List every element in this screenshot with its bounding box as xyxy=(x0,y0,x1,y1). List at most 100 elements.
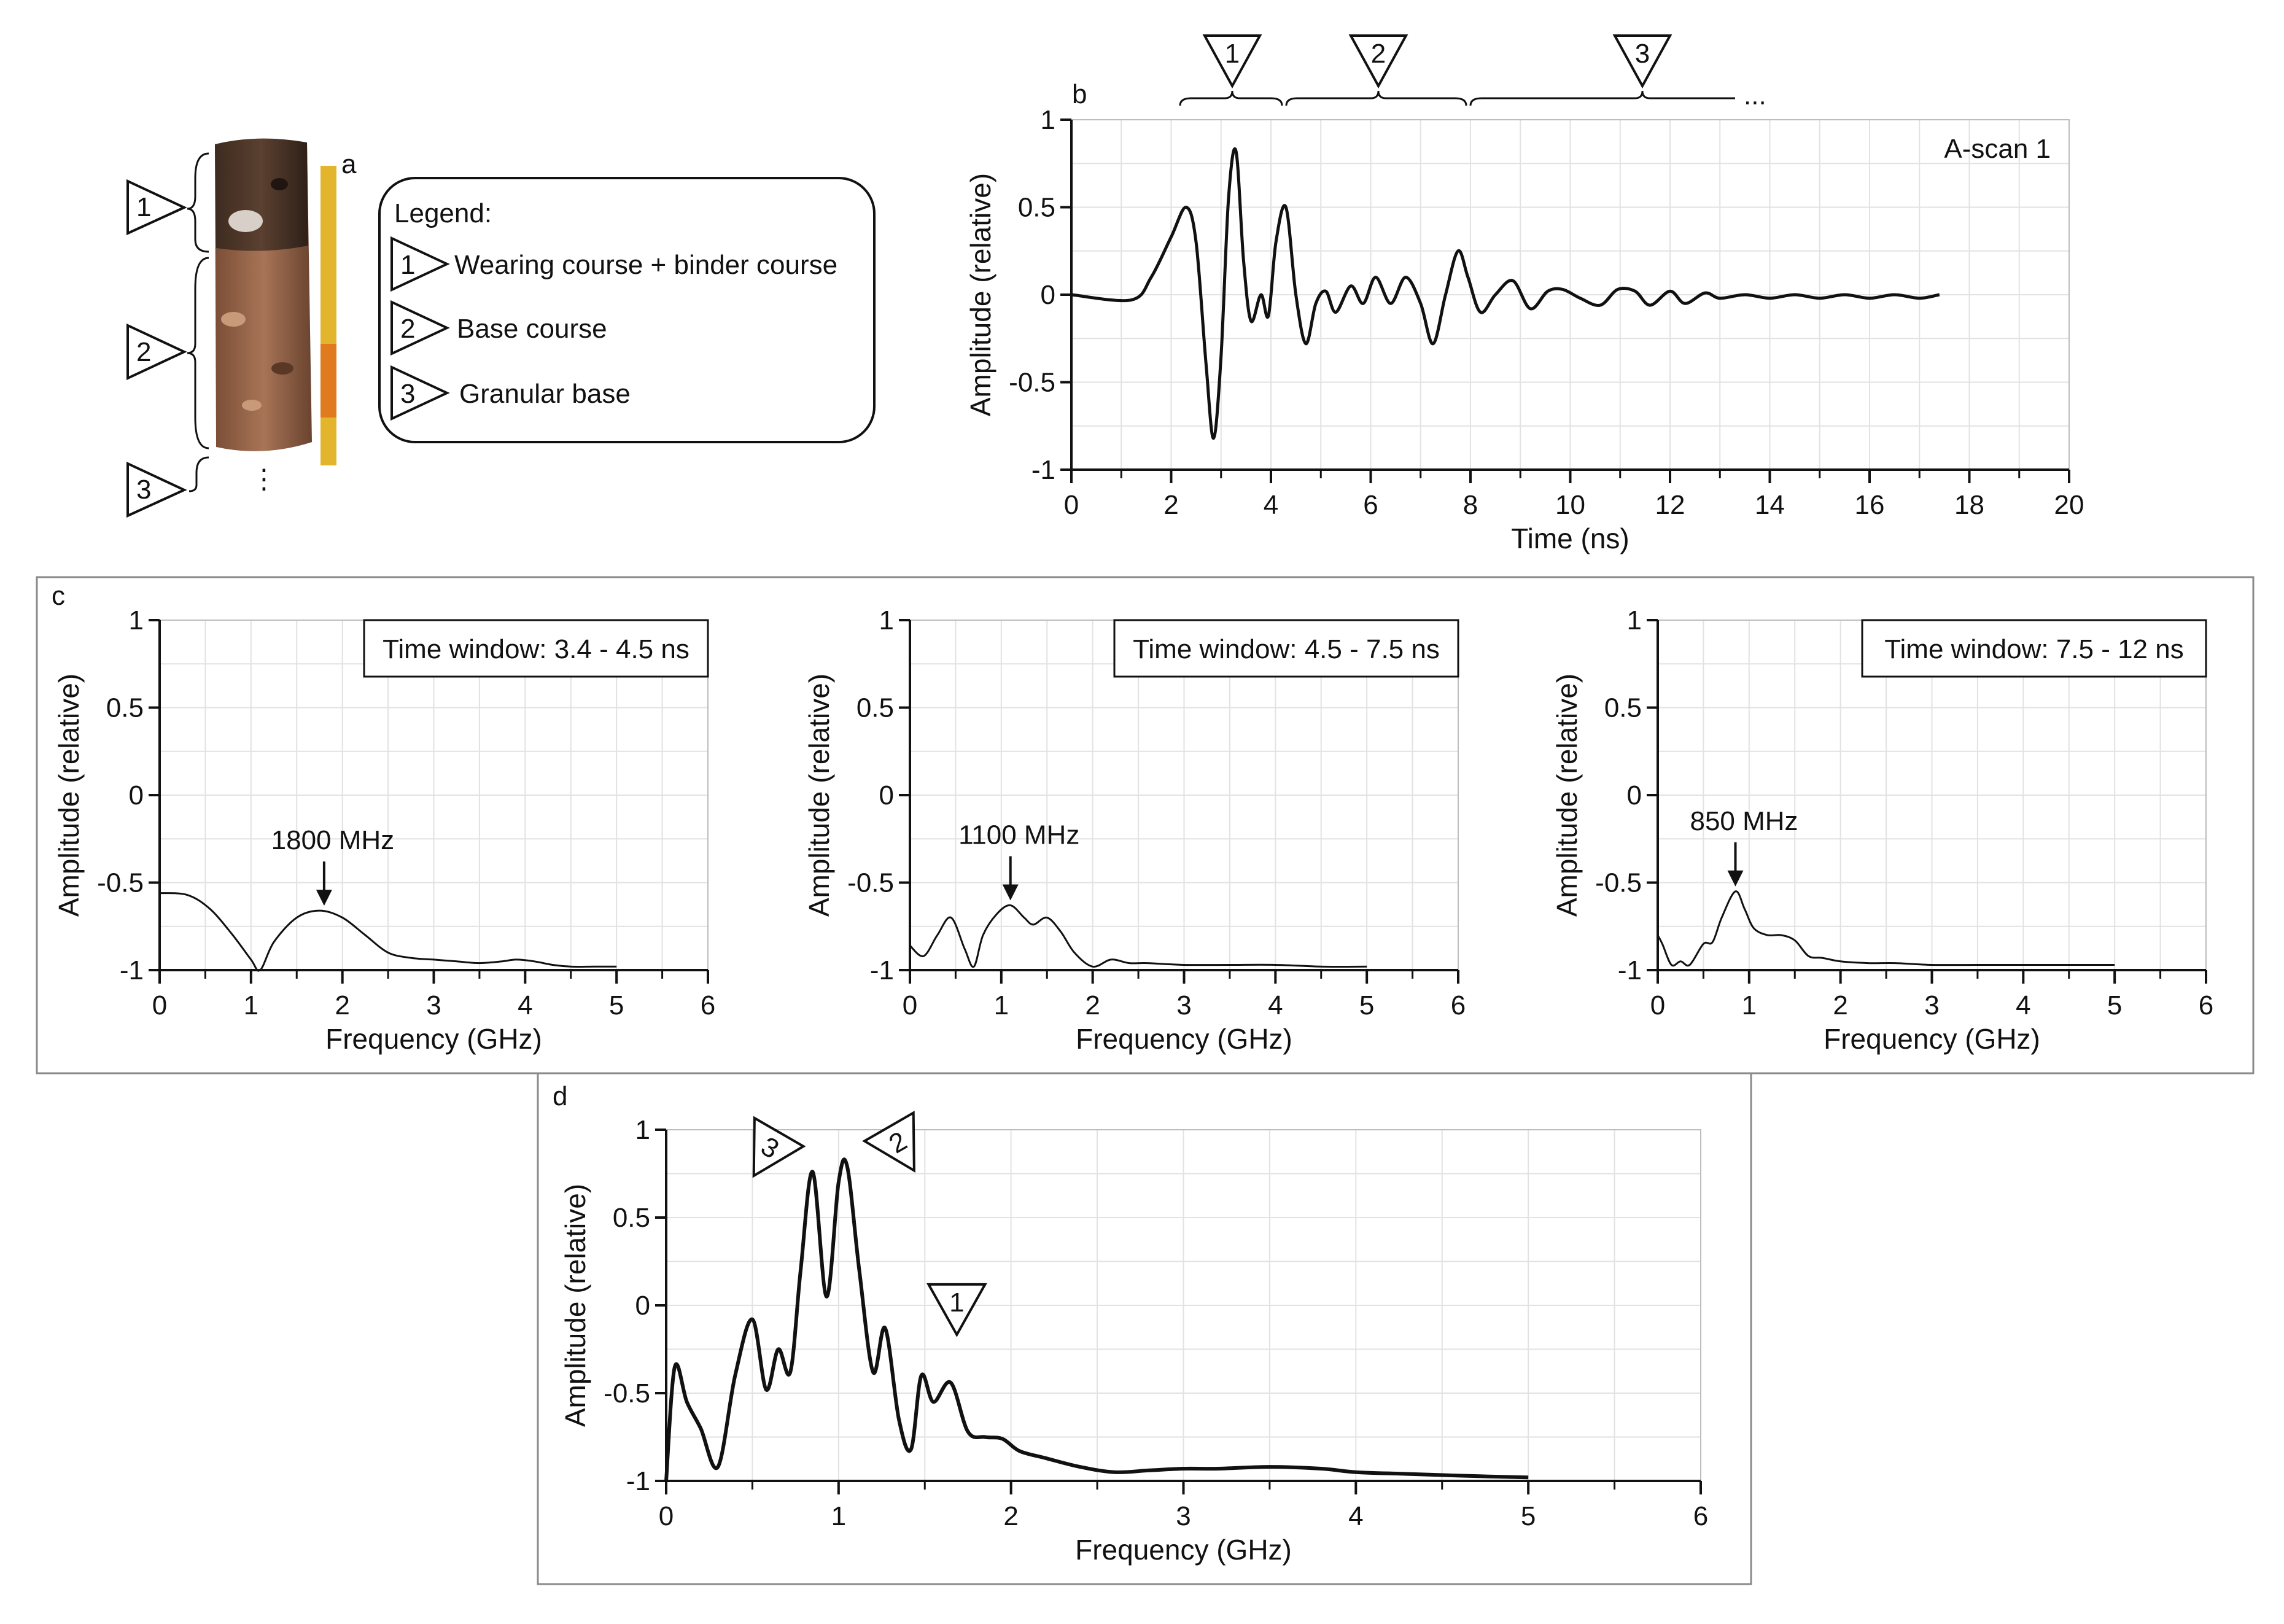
chart-c1-x-tick-label-4: 4 xyxy=(518,990,532,1020)
chart-d-marker-1-label: 1 xyxy=(949,1288,964,1318)
chart-c1: 0 1 2 3 4 5 6 1 0.5 0 -0.5 -1 Frequency (GHz) Amplitu… xyxy=(53,605,715,1055)
chart-c3-series-0-line xyxy=(1657,890,2115,967)
legend-item-1-text: Wearing course + binder course xyxy=(454,250,837,280)
core-marker-2-label: 2 xyxy=(136,337,151,367)
panel-d-frame xyxy=(537,1072,1752,1585)
time-brace-1 xyxy=(1179,90,1283,106)
chart-c2-x-tick-label-0: 0 xyxy=(903,990,917,1020)
chart-c3-y-tick-label-3: -0.5 xyxy=(1595,868,1642,898)
panel-b-label: b xyxy=(1072,79,1087,109)
chart-d-x-tick-label-4: 4 xyxy=(1348,1501,1363,1531)
chart-c3-peak-label: 850 MHz xyxy=(1690,806,1798,836)
chart-d-y-tick-label-1: 0.5 xyxy=(613,1203,650,1233)
legend-item-3-text: Granular base xyxy=(459,379,631,409)
time-marker-1: 1 xyxy=(1202,34,1262,89)
chart-b-x-tick-label-7: 14 xyxy=(1755,490,1785,520)
chart-b-y-tick-label-4: -1 xyxy=(1031,455,1055,485)
chart-b-y-tick-label-0: 1 xyxy=(1041,105,1055,135)
chart-b-annotation: A-scan 1 xyxy=(1944,134,2051,164)
chart-c3-y-axis-label: Amplitude (relative) xyxy=(1551,674,1583,917)
legend-item-2: 2 Base course xyxy=(390,300,607,356)
chart-c3-annotation-box xyxy=(1861,619,2207,678)
panel-d-label: d xyxy=(553,1081,567,1111)
legend-item-1: 1 Wearing course + binder course xyxy=(390,236,837,292)
chart-c3-y-tick-label-0: 1 xyxy=(1627,605,1642,635)
core-ellipsis: ⋮ xyxy=(251,464,278,494)
chart-c3-y-tick-label-1: 0.5 xyxy=(1604,693,1642,723)
chart-c2-x-tick-label-6: 6 xyxy=(1451,990,1466,1020)
chart-b-x-tick-label-3: 6 xyxy=(1363,490,1378,520)
time-ellipsis: ... xyxy=(1744,80,1766,111)
chart-c1-x-tick-label-0: 0 xyxy=(152,990,167,1020)
time-marker-3: 3 xyxy=(1612,34,1672,89)
chart-c3-annotation: Time window: 7.5 - 12 ns xyxy=(1884,634,2183,664)
core-marker-1: 1 xyxy=(126,179,187,236)
chart-b-y-tick-label-3: -0.5 xyxy=(1009,368,1055,398)
time-marker-1-label: 1 xyxy=(1225,39,1240,69)
chart-c3-y-tick-label-4: -1 xyxy=(1618,955,1642,985)
chart-c3: 0 1 2 3 4 5 6 1 0.5 0 -0.5 -1 Frequency (GHz) Amplitu… xyxy=(1551,605,2213,1055)
chart-c2-x-tick-label-1: 1 xyxy=(994,990,1009,1020)
legend-item-3-marker: 3 xyxy=(400,379,415,409)
measuring-tape xyxy=(320,166,336,465)
chart-c2-x-tick-label-4: 4 xyxy=(1268,990,1283,1020)
chart-c1-y-axis-label: Amplitude (relative) xyxy=(53,674,85,917)
chart-c2-y-tick-label-2: 0 xyxy=(879,780,894,810)
chart-c1-y-tick-label-0: 1 xyxy=(129,605,144,635)
legend-item-3: 3 Granular base xyxy=(390,365,631,421)
chart-c1-peak-label: 1800 MHz xyxy=(271,825,395,855)
chart-d-y-axis-label: Amplitude (relative) xyxy=(559,1184,591,1427)
core-marker-3-label: 3 xyxy=(136,475,151,505)
chart-c1-x-tick-label-2: 2 xyxy=(335,990,349,1020)
chart-c2-y-tick-label-1: 0.5 xyxy=(856,693,894,723)
legend-item-1-marker: 1 xyxy=(400,250,415,280)
chart-d-x-tick-label-2: 2 xyxy=(1003,1501,1018,1531)
chart-c2: 0 1 2 3 4 5 6 1 0.5 0 -0.5 -1 Frequency (GHz) Amplitu… xyxy=(803,605,1466,1055)
core-brace-2 xyxy=(187,257,209,449)
chart-b-x-tick-label-2: 4 xyxy=(1264,490,1278,520)
chart-c3-y-tick-label-2: 0 xyxy=(1627,780,1642,810)
chart-c1-annotation-box xyxy=(363,619,709,678)
time-brace-3 xyxy=(1469,90,1735,106)
chart-d-x-tick-label-5: 5 xyxy=(1521,1501,1536,1531)
chart-d-marker-3: 3 xyxy=(752,1116,806,1178)
chart-d-y-tick-label-4: -1 xyxy=(626,1466,650,1496)
chart-c3-x-axis-label: Frequency (GHz) xyxy=(1824,1023,2040,1055)
chart-d-x-tick-label-1: 1 xyxy=(831,1501,846,1531)
chart-c1-y-tick-label-1: 0.5 xyxy=(106,693,144,723)
chart-c3-x-tick-label-4: 4 xyxy=(2016,990,2030,1020)
chart-c1-y-tick-label-3: -0.5 xyxy=(97,868,144,898)
chart-c3-x-tick-label-5: 5 xyxy=(2107,990,2122,1020)
chart-d-marker-1: 1 xyxy=(926,1283,987,1337)
chart-d-y-tick-label-2: 0 xyxy=(635,1291,650,1321)
chart-b-x-tick-label-5: 10 xyxy=(1555,490,1585,520)
chart-c2-y-tick-label-0: 1 xyxy=(879,605,894,635)
chart-c1-y-tick-label-4: -1 xyxy=(120,955,144,985)
chart-c3-x-tick-label-2: 2 xyxy=(1833,990,1847,1020)
core-marker-2: 2 xyxy=(126,323,187,381)
time-brace-2 xyxy=(1285,90,1467,106)
chart-c1-annotation: Time window: 3.4 - 4.5 ns xyxy=(383,634,689,664)
chart-c2-x-tick-label-2: 2 xyxy=(1085,990,1100,1020)
chart-c3-x-tick-label-3: 3 xyxy=(1924,990,1939,1020)
chart-c1-peak-arrow-head xyxy=(316,890,332,906)
chart-c2-peak-label: 1100 MHz xyxy=(958,820,1079,850)
chart-c1-x-tick-label-1: 1 xyxy=(244,990,258,1020)
chart-c1-x-tick-label-3: 3 xyxy=(426,990,441,1020)
chart-c2-y-tick-label-3: -0.5 xyxy=(847,868,894,898)
chart-b-x-tick-label-8: 16 xyxy=(1855,490,1885,520)
chart-d-y-tick-label-0: 1 xyxy=(635,1115,650,1145)
chart-b-x-tick-label-9: 18 xyxy=(1954,490,1984,520)
time-marker-3-label: 3 xyxy=(1635,39,1650,69)
chart-d-x-tick-label-3: 3 xyxy=(1176,1501,1191,1531)
chart-d-series-0-line xyxy=(664,1157,1529,1482)
chart-c3-x-tick-label-6: 6 xyxy=(2199,990,2213,1020)
chart-d-x-tick-label-6: 6 xyxy=(1693,1501,1708,1531)
chart-c1-x-tick-label-6: 6 xyxy=(701,990,715,1020)
panel-b-time-markers: b 1 2 3 ... xyxy=(1072,34,1766,111)
core-brace-1 xyxy=(187,152,209,253)
chart-c2-x-axis-label: Frequency (GHz) xyxy=(1076,1023,1292,1055)
panel-a-label: a xyxy=(341,149,357,179)
